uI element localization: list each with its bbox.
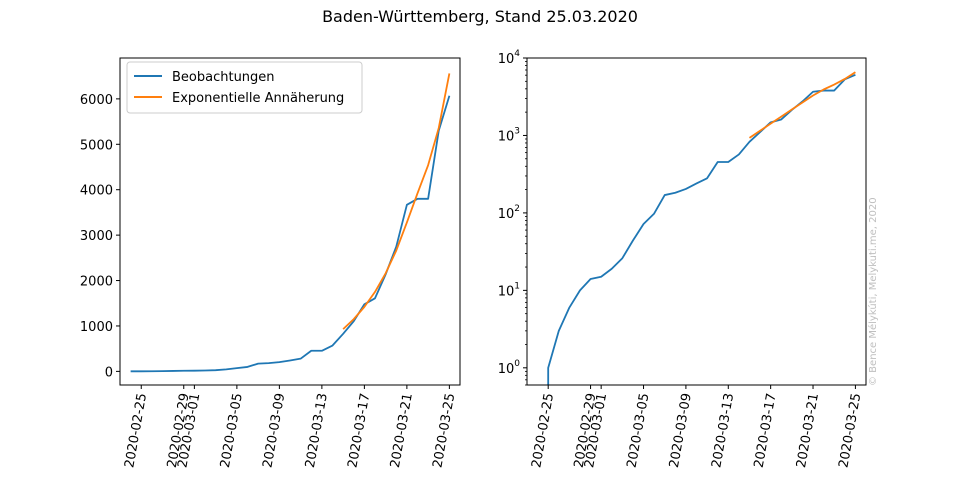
log-xtick-label-8: 2020-03-25 <box>836 392 864 469</box>
linear-xtick-label-8: 2020-03-25 <box>430 392 458 469</box>
credit-watermark: © Bence Mélykúti, Melykuti.me, 2020 <box>867 197 879 386</box>
log-xtick-label-4: 2020-03-09 <box>667 392 695 469</box>
log-axes-frame <box>526 57 867 386</box>
linear-series-line-1 <box>342 73 451 330</box>
legend: Beobachtungen Exponentielle Annäherung <box>126 61 363 114</box>
log-plot-area <box>547 71 856 385</box>
legend-label-exponentielle-annaeherung: Exponentielle Annäherung <box>172 91 344 106</box>
linear-xtick-label-6: 2020-03-17 <box>345 392 373 469</box>
log-ytick-label-2: 102 <box>498 204 520 222</box>
log-xtick-label-0: 2020-02-25 <box>529 392 557 469</box>
log-xtick-label-6: 2020-03-17 <box>752 392 780 469</box>
log-series-group <box>547 71 856 385</box>
log-ytick-label-3: 103 <box>498 126 520 144</box>
linear-xtick-label-0: 2020-02-25 <box>122 392 150 469</box>
linear-ytick-label-6: 6000 <box>80 93 113 108</box>
legend-label-beobachtungen: Beobachtungen <box>172 70 275 85</box>
linear-xtick-label-3: 2020-03-05 <box>218 392 246 469</box>
legend-frame <box>126 61 363 114</box>
linear-xtick-label-4: 2020-03-09 <box>260 392 288 469</box>
log-series-line-1 <box>748 71 856 139</box>
linear-series-line-0 <box>130 95 451 373</box>
linear-plot-area <box>130 73 451 373</box>
linear-xtick-label-5: 2020-03-13 <box>303 392 331 469</box>
linear-ytick-label-5: 5000 <box>80 138 113 153</box>
log-ytick-label-1: 101 <box>498 281 520 299</box>
log-xtick-label-5: 2020-03-13 <box>709 392 737 469</box>
linear-series-group <box>130 73 451 373</box>
linear-ytick-label-3: 3000 <box>80 229 113 244</box>
linear-axes-frame <box>119 57 461 386</box>
log-xtick-label-3: 2020-03-05 <box>625 392 653 469</box>
linear-ytick-label-4: 4000 <box>80 184 113 199</box>
linear-ytick-label-0: 0 <box>105 365 113 380</box>
linear-ytick-label-2: 2000 <box>80 275 113 290</box>
figure-title: Baden-Württemberg, Stand 25.03.2020 <box>322 7 638 26</box>
linear-xtick-label-7: 2020-03-21 <box>388 392 416 469</box>
log-ytick-label-0: 100 <box>498 359 521 377</box>
log-series-line-0 <box>547 73 856 385</box>
log-xtick-label-7: 2020-03-21 <box>794 392 822 469</box>
log-ytick-label-4: 104 <box>498 49 521 67</box>
linear-ytick-label-1: 1000 <box>80 320 113 335</box>
